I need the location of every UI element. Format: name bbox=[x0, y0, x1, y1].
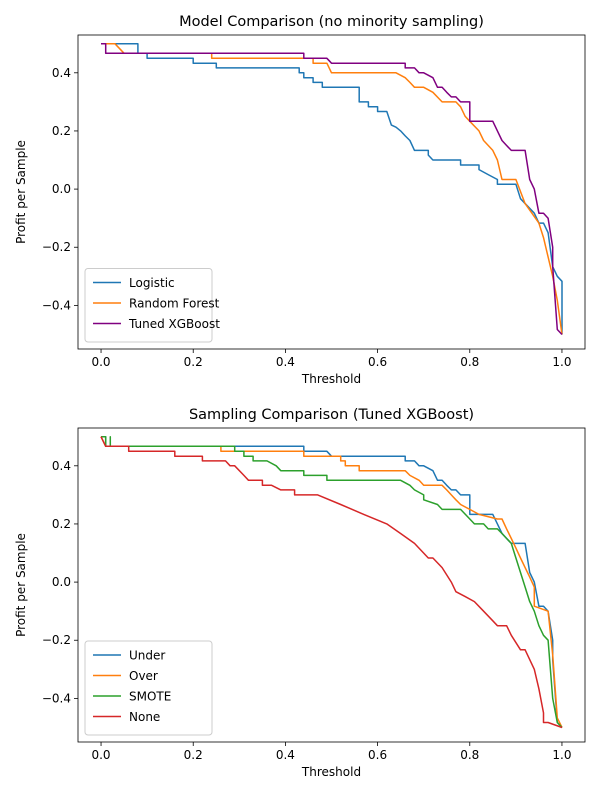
y-tick-label: 0.0 bbox=[52, 575, 71, 589]
legend-label-under: Under bbox=[129, 649, 165, 663]
x-axis-label: Threshold bbox=[301, 765, 361, 779]
x-tick-label: 1.0 bbox=[552, 748, 571, 762]
chart-model-comparison: 0.0 0.2 0.4 0.6 0.8 1.0 −0.4 −0.2 0.0 0.2 0.4 Model… bbox=[14, 14, 586, 386]
legend-box bbox=[84, 640, 213, 736]
x-tick-label: 0.6 bbox=[368, 748, 387, 762]
series-line-over bbox=[100, 436, 563, 728]
x-tick-label: 0.2 bbox=[184, 748, 203, 762]
legend-label-random-forest: Random Forest bbox=[129, 297, 220, 311]
x-tick-label: 0.6 bbox=[368, 355, 387, 369]
y-tick-label: −0.2 bbox=[42, 633, 71, 647]
x-tick-label: 0.8 bbox=[460, 355, 479, 369]
series-line-tuned-xgboost bbox=[101, 42, 563, 336]
series-line-none bbox=[100, 436, 563, 729]
x-tick-label: 0.4 bbox=[276, 355, 295, 369]
y-tick-label: 0.4 bbox=[52, 459, 71, 473]
legend-label-over: Over bbox=[129, 669, 158, 683]
y-tick-label: −0.2 bbox=[42, 240, 71, 254]
y-tick-label: −0.4 bbox=[42, 298, 71, 312]
x-tick-label: 1.0 bbox=[552, 355, 571, 369]
x-tick-label: 0.0 bbox=[91, 748, 110, 762]
chart-sampling-comparison: 0.0 0.2 0.4 0.6 0.8 1.0 −0.4 −0.2 0.0 0.2 0.4 Sampl… bbox=[14, 407, 586, 779]
chart-title: Sampling Comparison (Tuned XGBoost) bbox=[189, 407, 474, 423]
axes-frame bbox=[77, 34, 586, 350]
y-tick-label: 0.4 bbox=[52, 66, 71, 80]
x-tick-label: 0.4 bbox=[276, 748, 295, 762]
legend-label-none: None bbox=[129, 710, 160, 724]
legend: Logistic Random Forest Tuned XGBoost bbox=[84, 268, 220, 343]
y-tick-label: 0.2 bbox=[52, 517, 71, 531]
x-tick-label: 0.2 bbox=[184, 355, 203, 369]
legend: Under Over SMOTE None bbox=[84, 640, 213, 736]
legend-label-smote: SMOTE bbox=[129, 690, 171, 704]
y-axis-label: Profit per Sample bbox=[14, 533, 28, 637]
series-line-smote bbox=[101, 435, 563, 729]
y-tick-label: −0.4 bbox=[42, 691, 71, 705]
legend-label-logistic: Logistic bbox=[129, 276, 175, 290]
legend-label-tuned-xgboost: Tuned XGBoost bbox=[128, 317, 220, 331]
y-tick-label: 0.0 bbox=[52, 182, 71, 196]
series-line-under bbox=[101, 435, 563, 729]
x-axis-label: Threshold bbox=[301, 372, 361, 386]
series-line-random-forest bbox=[101, 42, 563, 335]
chart-title: Model Comparison (no minority sampling) bbox=[179, 14, 484, 30]
y-axis-label: Profit per Sample bbox=[14, 140, 28, 244]
axes-frame bbox=[77, 427, 586, 743]
y-tick-label: 0.2 bbox=[52, 124, 71, 138]
series-line-logistic bbox=[101, 42, 563, 335]
x-tick-label: 0.8 bbox=[460, 748, 479, 762]
x-tick-label: 0.0 bbox=[91, 355, 110, 369]
